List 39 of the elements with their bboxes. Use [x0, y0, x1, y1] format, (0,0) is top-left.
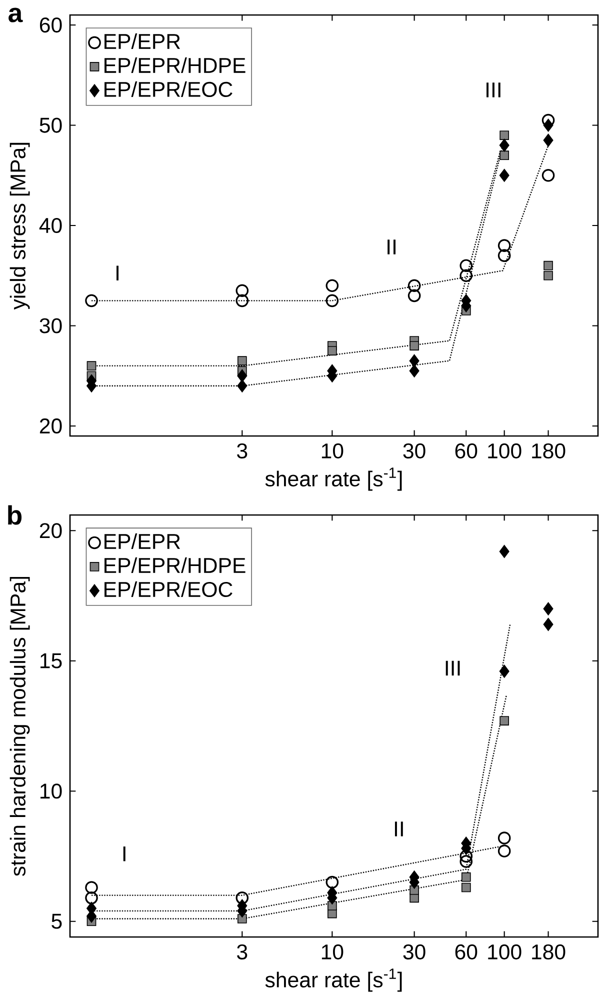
x-tick-label: 180 — [532, 443, 566, 458]
y-tick-label: 30 — [40, 318, 62, 334]
x-axis-title: shear rate [s$^{-1}$] — [265, 468, 402, 491]
annotation: II — [394, 822, 403, 836]
y-tick-label: 20 — [40, 523, 62, 538]
legend-label: EP/EPR — [104, 533, 180, 550]
annotation: I — [116, 266, 119, 280]
annotation: III — [486, 82, 500, 98]
y-tick-label: 15 — [40, 653, 62, 668]
legend-label: EP/EPR/EOC — [104, 581, 232, 598]
x-tick-label: 10 — [322, 944, 344, 960]
x-tick-label: 30 — [403, 443, 426, 458]
annotation: III — [446, 660, 460, 676]
legend-label: EP/EPR/HDPE — [104, 57, 246, 74]
y-axis-title: strain hardening modulus [MPa] — [10, 576, 30, 876]
y-tick-label: 20 — [40, 418, 62, 434]
x-tick-label: 30 — [403, 944, 426, 960]
x-tick-label: 10 — [322, 443, 344, 458]
chart-title: a — [8, 8, 23, 22]
chart-title: b — [8, 505, 22, 525]
legend-label: EP/EPR/EOC — [104, 81, 232, 98]
x-tick-label: 180 — [532, 944, 566, 960]
y-tick-label: 50 — [40, 118, 62, 133]
annotation: II — [388, 240, 396, 254]
x-tick-label: 60 — [455, 944, 478, 960]
y-tick-label: 40 — [39, 218, 62, 234]
x-axis-title: shear rate [s$^{-1}$] — [265, 968, 402, 992]
annotation: I — [123, 846, 126, 862]
legend-label: EP/EPR — [104, 33, 180, 50]
x-tick-label: 3 — [237, 944, 248, 960]
x-tick-label: 60 — [455, 443, 478, 458]
legend-label: EP/EPR/HDPE — [104, 557, 246, 574]
y-tick-label: 5 — [52, 914, 62, 929]
x-tick-label: 3 — [237, 443, 248, 458]
x-tick-label: 100 — [488, 443, 522, 458]
y-axis-title: yield stress [MPa] — [10, 142, 30, 310]
y-tick-label: 60 — [40, 17, 62, 33]
x-tick-label: 100 — [488, 944, 522, 960]
y-tick-label: 10 — [40, 784, 62, 799]
